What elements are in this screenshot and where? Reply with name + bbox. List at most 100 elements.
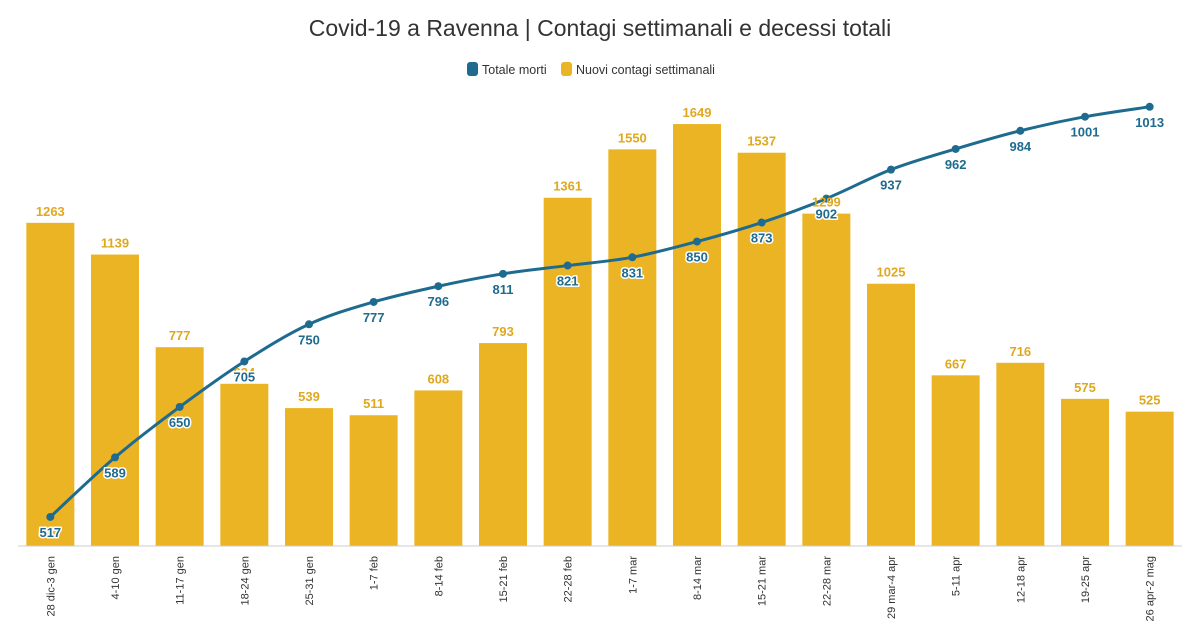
bar bbox=[220, 383, 269, 546]
bar bbox=[285, 408, 333, 546]
x-tick-label: 22-28 feb bbox=[563, 556, 575, 602]
line-value-label: 984 bbox=[1009, 139, 1031, 154]
line-value-label: 705 bbox=[233, 369, 255, 384]
bar-value-label: 667 bbox=[945, 356, 967, 371]
line-value-label: 1013 bbox=[1135, 115, 1164, 130]
x-tick-label: 5-11 apr bbox=[951, 556, 963, 596]
x-tick-label: 12-18 apr bbox=[1015, 556, 1027, 603]
line-value-label: 777 bbox=[363, 310, 385, 325]
line-point bbox=[757, 218, 766, 227]
bar-value-label: 1537 bbox=[747, 134, 776, 149]
bar bbox=[608, 149, 657, 546]
bar-value-label: 539 bbox=[298, 389, 320, 404]
bar-value-label: 1649 bbox=[683, 105, 712, 120]
bar bbox=[867, 283, 915, 546]
line-point bbox=[111, 453, 119, 462]
bar-value-label: 1025 bbox=[877, 265, 906, 280]
series-line-totale-morti bbox=[49, 105, 1150, 519]
x-tick-label: 15-21 mar bbox=[757, 556, 769, 606]
x-tick-label: 28 dic-3 gen bbox=[45, 556, 57, 617]
line-value-label: 796 bbox=[427, 294, 449, 309]
line-point bbox=[175, 402, 184, 411]
bar bbox=[996, 362, 1045, 546]
bar-value-label: 608 bbox=[427, 371, 449, 386]
line-point bbox=[693, 237, 701, 246]
line-value-label: 750 bbox=[298, 332, 320, 347]
line-point bbox=[46, 512, 55, 521]
x-tick-label: 26 apr-2 mag bbox=[1145, 556, 1157, 621]
legend-label-nuovi-contagi: Nuovi contagi settimanali bbox=[576, 63, 715, 77]
line-point bbox=[305, 320, 313, 329]
bar-value-label: 1139 bbox=[101, 236, 129, 251]
bar bbox=[349, 415, 398, 546]
line-point bbox=[628, 253, 637, 262]
line-value-label: 850 bbox=[686, 250, 708, 265]
line-point bbox=[822, 194, 831, 203]
chart-title: Covid-19 a Ravenna | Contagi settimanali… bbox=[309, 15, 892, 41]
line-value-label: 873 bbox=[751, 231, 773, 246]
line-value-label: 589 bbox=[104, 465, 126, 480]
bar bbox=[26, 222, 75, 546]
bar bbox=[155, 347, 204, 546]
line-value-label: 937 bbox=[880, 178, 902, 193]
line-point bbox=[434, 282, 443, 291]
x-tick-label: 1-7 feb bbox=[369, 556, 381, 590]
bar bbox=[1061, 398, 1109, 546]
bar-value-label: 777 bbox=[169, 328, 191, 343]
line-point bbox=[1016, 126, 1025, 135]
line-value-label: 1001 bbox=[1071, 125, 1100, 140]
legend-swatch-nuovi-contagi bbox=[561, 62, 572, 76]
line-point bbox=[1145, 102, 1154, 111]
labels-layer: 1263 1139 777 634 539 511 608 793 1361 1550 1649 15… bbox=[36, 105, 1166, 541]
line-value-label: 650 bbox=[169, 415, 191, 430]
bar bbox=[802, 213, 851, 546]
x-tick-label: 15-21 feb bbox=[498, 556, 510, 602]
line-layer bbox=[46, 102, 1154, 521]
bar bbox=[737, 152, 786, 547]
legend-swatch-totale-morti bbox=[467, 62, 478, 76]
line-point bbox=[1081, 112, 1089, 121]
x-tick-label: 22-28 mar bbox=[821, 556, 833, 606]
bar bbox=[1125, 411, 1174, 546]
bar-value-label: 1299 bbox=[812, 195, 841, 210]
bar bbox=[414, 390, 463, 546]
bars-layer bbox=[26, 124, 1174, 547]
bar-value-label: 575 bbox=[1074, 380, 1096, 395]
line-point bbox=[240, 357, 249, 366]
x-tick-label: 11-17 gen bbox=[175, 556, 187, 605]
line-value-label: 811 bbox=[493, 282, 514, 297]
line-point bbox=[563, 261, 572, 270]
line-value-label: 962 bbox=[945, 157, 967, 172]
line-value-label: 821 bbox=[557, 274, 579, 289]
line-point bbox=[951, 144, 960, 153]
bar-value-label: 1550 bbox=[618, 130, 647, 145]
bar bbox=[479, 343, 527, 546]
x-tick-label: 4-10 gen bbox=[110, 556, 122, 599]
x-tick-label: 19-25 apr bbox=[1080, 556, 1092, 603]
bar bbox=[931, 375, 980, 546]
bar-value-label: 634 bbox=[233, 365, 255, 380]
x-tick-label: 1-7 mar bbox=[627, 556, 639, 594]
x-tick-label: 18-24 gen bbox=[239, 556, 251, 606]
line-value-label: 831 bbox=[621, 265, 643, 280]
bar-value-label: 793 bbox=[492, 324, 514, 339]
bar-value-label: 1263 bbox=[36, 204, 65, 219]
legend: Totale morti Nuovi contagi settimanali bbox=[467, 62, 715, 77]
bar-value-label: 525 bbox=[1139, 393, 1161, 408]
line-point bbox=[369, 297, 378, 306]
legend-label-totale-morti: Totale morti bbox=[482, 63, 547, 77]
line-point bbox=[499, 269, 507, 278]
x-tick-label: 8-14 feb bbox=[433, 556, 445, 596]
bar-value-label: 511 bbox=[363, 396, 384, 411]
bar bbox=[673, 124, 721, 547]
bar bbox=[91, 254, 139, 547]
line-value-label: 517 bbox=[39, 525, 61, 540]
bar bbox=[543, 197, 592, 546]
x-tick-label: 25-31 gen bbox=[304, 556, 316, 606]
bar-value-label: 1361 bbox=[553, 179, 582, 194]
line-point bbox=[887, 165, 895, 174]
line-value-label: 902 bbox=[815, 207, 837, 222]
x-tick-label: 29 mar-4 apr bbox=[886, 556, 898, 619]
x-tick-label: 8-14 mar bbox=[692, 556, 704, 600]
